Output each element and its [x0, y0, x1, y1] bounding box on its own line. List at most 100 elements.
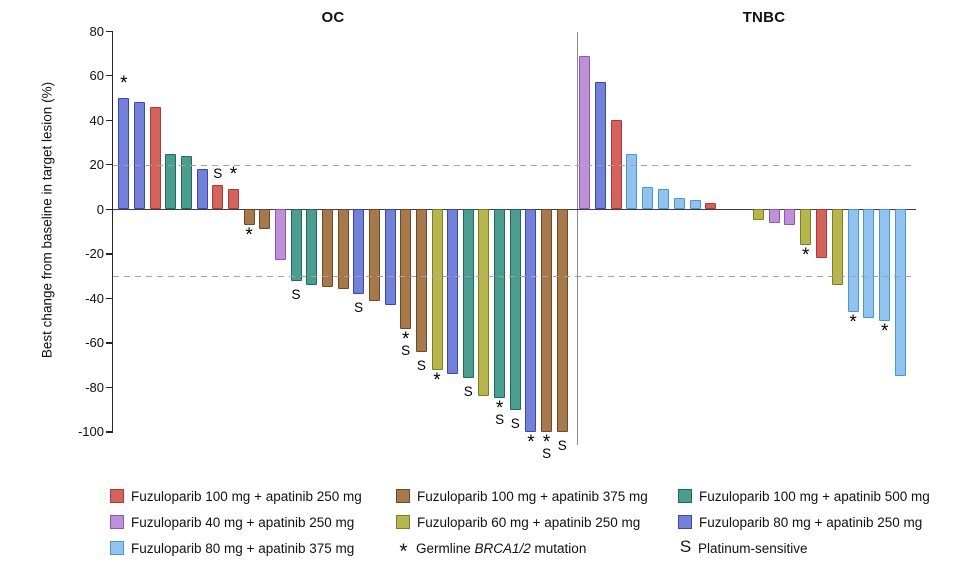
- legend-label: Germline BRCA1/2 mutation: [416, 540, 587, 556]
- y-tick-mark: [105, 386, 112, 389]
- bar-oc-3: [149, 106, 161, 210]
- ps-legend-glyph: S: [679, 537, 692, 556]
- brca-marker: *: [221, 164, 245, 186]
- legend-item: Fuzuloparib 40 mg + apatinib 250 mg: [110, 514, 354, 530]
- legend-label: Fuzuloparib 80 mg + apatinib 375 mg: [131, 540, 355, 556]
- y-axis-line: [111, 31, 113, 434]
- legend-swatch: [396, 515, 410, 529]
- y-tick-mark: [105, 75, 112, 77]
- legend-swatch: [110, 541, 124, 555]
- ps-glyph: S: [557, 437, 567, 453]
- brca-glyph: *: [495, 398, 504, 420]
- brca-glyph: *: [433, 369, 441, 391]
- panel-title-oc: OC: [321, 9, 345, 26]
- legend-item: S Platinum-sensitive: [678, 537, 808, 556]
- ps-glyph: S: [463, 384, 473, 400]
- ps-marker: S: [535, 445, 559, 461]
- y-axis-title: Best change from baseline in target lesi…: [39, 81, 55, 359]
- bar-oc-10: [259, 209, 271, 230]
- bar-oc-28: [541, 209, 553, 432]
- y-tick-label: 0: [96, 201, 104, 217]
- bar-tnbc-11: [768, 209, 780, 223]
- bar-oc-9: [243, 209, 255, 225]
- brca-glyph: *: [527, 431, 535, 453]
- y-tick-label: 20: [89, 157, 104, 173]
- brca-marker: *: [794, 244, 818, 266]
- legend-label: Fuzuloparib 100 mg + apatinib 375 mg: [417, 488, 648, 504]
- bar-oc-23: [462, 209, 474, 379]
- legend-swatch: [396, 489, 410, 503]
- y-tick-label: -60: [85, 335, 104, 351]
- bar-oc-14: [321, 209, 333, 288]
- ps-glyph: S: [510, 415, 520, 431]
- legend-item: Fuzuloparib 80 mg + apatinib 375 mg: [110, 540, 354, 556]
- bar-oc-12: [290, 209, 302, 281]
- bar-oc-13: [306, 209, 318, 285]
- brca-marker: *: [535, 433, 559, 452]
- y-tick-mark: [105, 119, 112, 121]
- brca-marker: *: [394, 329, 418, 351]
- bar-tnbc-14: [816, 209, 827, 259]
- legend-item: Fuzuloparib 80 mg + apatinib 250 mg: [678, 514, 922, 530]
- ps-glyph: S: [354, 299, 364, 315]
- legend-swatch: [110, 515, 124, 529]
- bar-tnbc-12: [784, 209, 796, 225]
- bar-oc-17: [368, 209, 380, 301]
- brca-glyph: *: [401, 329, 410, 351]
- ps-marker: S: [503, 415, 527, 431]
- y-tick-label: 80: [89, 23, 104, 39]
- y-tick-label: 40: [89, 112, 104, 128]
- legend-label: Fuzuloparib 100 mg + apatinib 250 mg: [131, 488, 362, 504]
- brca-marker: *: [112, 73, 136, 95]
- ps-glyph: S: [542, 445, 552, 461]
- bar-oc-8: [227, 189, 239, 210]
- y-tick-mark: [105, 342, 112, 344]
- legend-label: Fuzuloparib 80 mg + apatinib 250 mg: [699, 514, 923, 530]
- bar-tnbc-4: [626, 153, 638, 210]
- bar-tnbc-13: [800, 209, 812, 245]
- y-tick-mark: [105, 164, 112, 166]
- bar-oc-7: [212, 184, 224, 210]
- bar-oc-2: [133, 102, 145, 210]
- ps-marker: S: [347, 299, 371, 315]
- bar-oc-21: [431, 209, 443, 370]
- brca-marker: *: [425, 369, 449, 391]
- bar-tnbc-6: [658, 189, 669, 210]
- brca-glyph: *: [229, 164, 238, 186]
- y-tick-mark: [105, 253, 112, 255]
- ps-glyph: S: [213, 165, 223, 181]
- brca-glyph: *: [245, 224, 253, 246]
- bar-oc-4: [165, 153, 177, 210]
- brca-glyph: *: [801, 244, 810, 266]
- bar-oc-18: [384, 209, 396, 305]
- legend-label: Fuzuloparib 40 mg + apatinib 250 mg: [131, 514, 355, 530]
- bar-oc-6: [196, 169, 208, 210]
- brca-marker: *: [237, 224, 261, 246]
- bar-tnbc-10: [752, 209, 764, 221]
- ps-marker: S: [284, 287, 308, 301]
- ps-glyph: S: [416, 357, 426, 373]
- bar-tnbc-19: [895, 209, 906, 377]
- legend-swatch: [110, 489, 124, 503]
- bar-oc-22: [447, 209, 459, 374]
- reference-line: [113, 164, 913, 166]
- bar-oc-26: [509, 209, 521, 410]
- bar-tnbc-3: [610, 120, 622, 210]
- ps-marker: S: [488, 413, 512, 427]
- brca-marker: *: [488, 398, 512, 420]
- panel-separator: [577, 32, 579, 445]
- legend-label: Platinum-sensitive: [698, 540, 808, 556]
- brca-marker: *: [519, 431, 543, 453]
- brca-glyph: *: [120, 73, 128, 95]
- bar-oc-11: [274, 209, 286, 261]
- y-tick-mark: [105, 30, 112, 32]
- y-tick-label: -100: [77, 424, 104, 440]
- brca-glyph: *: [880, 320, 889, 342]
- brca-marker: *: [873, 320, 897, 342]
- bar-tnbc-18: [879, 209, 891, 321]
- bar-oc-20: [415, 209, 427, 352]
- bar-oc-25: [494, 209, 506, 399]
- bar-tnbc-8: [689, 200, 701, 210]
- legend-item: * Germline BRCA1/2 mutation: [396, 540, 587, 562]
